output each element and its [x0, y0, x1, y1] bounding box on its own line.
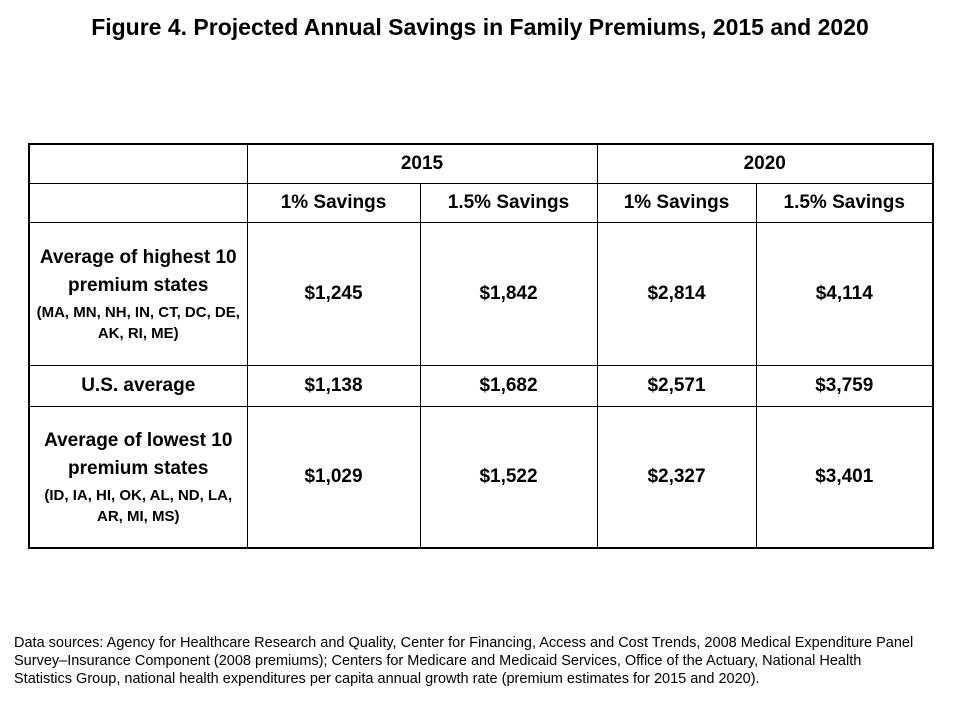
table-row-highest: Average of highest 10 premium states (MA…: [28, 222, 934, 366]
year-header-2020: 2020: [596, 143, 934, 184]
value-cell: $4,114: [755, 222, 934, 366]
savings-header-row: 1% Savings 1.5% Savings 1% Savings 1.5% …: [28, 183, 934, 223]
value-cell: $1,138: [246, 365, 421, 407]
year-header-row: 2015 2020: [28, 143, 934, 184]
table-row-lowest: Average of lowest 10 premium states (ID,…: [28, 406, 934, 549]
row-label: Average of lowest 10 premium states: [44, 430, 233, 479]
value-cell: $1,245: [246, 222, 421, 366]
row-label: Average of highest 10 premium states: [39, 247, 237, 296]
value-cell: $2,814: [596, 222, 757, 366]
row-header-lowest: Average of lowest 10 premium states (ID,…: [28, 406, 248, 549]
value-cell: $2,571: [596, 365, 757, 407]
value-cell: $3,759: [755, 365, 934, 407]
empty-corner-cell: [28, 143, 248, 184]
row-header-highest: Average of highest 10 premium states (MA…: [28, 222, 248, 366]
value-cell: $1,682: [419, 365, 598, 407]
value-cell: $1,842: [419, 222, 598, 366]
table-row-us-average: U.S. average $1,138 $1,682 $2,571 $3,759: [28, 365, 934, 407]
row-states: (MA, MN, NH, IN, CT, DC, DE, AK, RI, ME): [36, 304, 240, 342]
value-cell: $1,522: [419, 406, 598, 549]
subheader-cell: 1% Savings: [246, 183, 421, 223]
data-sources-note: Data sources: Agency for Healthcare Rese…: [14, 635, 914, 687]
value-cell: $1,029: [246, 406, 421, 549]
subheader-cell: 1.5% Savings: [755, 183, 934, 223]
row-header-us-average: U.S. average: [28, 365, 248, 407]
empty-corner-cell: [28, 183, 248, 223]
value-cell: $2,327: [596, 406, 757, 549]
row-label: U.S. average: [81, 375, 196, 396]
row-states: (ID, IA, HI, OK, AL, ND, LA, AR, MI, MS): [44, 487, 233, 525]
figure-title: Figure 4. Projected Annual Savings in Fa…: [91, 14, 869, 40]
subheader-cell: 1% Savings: [596, 183, 757, 223]
value-cell: $3,401: [755, 406, 934, 549]
year-header-2015: 2015: [246, 143, 598, 184]
subheader-cell: 1.5% Savings: [419, 183, 598, 223]
savings-table: 2015 2020 1% Savings 1.5% Savings 1% Sav…: [28, 143, 934, 549]
